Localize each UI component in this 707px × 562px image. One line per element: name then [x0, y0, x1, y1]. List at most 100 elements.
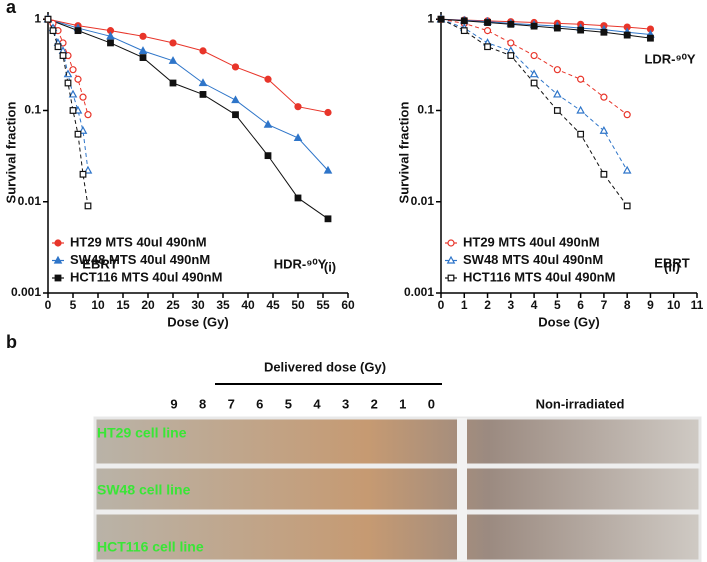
marker	[530, 51, 538, 60]
marker	[54, 43, 62, 51]
annotation: LDR-⁹⁰Y	[644, 51, 695, 66]
marker	[79, 93, 87, 101]
x-tick-label: 0	[45, 298, 52, 312]
marker	[447, 239, 455, 247]
marker	[139, 54, 147, 61]
cell-line-label: HCT116 cell line	[97, 539, 204, 555]
marker	[599, 125, 609, 134]
marker	[553, 107, 561, 114]
panel-label: b	[6, 332, 17, 352]
marker	[138, 46, 148, 54]
fit-line	[440, 18, 628, 207]
marker	[84, 111, 92, 119]
x-tick-label: 8	[624, 298, 631, 312]
legend-label: SW48 MTS 40ul 490nM	[70, 252, 210, 267]
control-label: Non-irradiated	[536, 396, 625, 411]
cell-line-label: HT29 cell line	[97, 425, 187, 441]
x-tick-label: 30	[191, 298, 205, 312]
marker	[622, 165, 632, 174]
marker	[460, 17, 468, 25]
marker	[623, 111, 631, 119]
marker	[530, 22, 538, 30]
legend-label: SW48 MTS 40ul 490nM	[463, 252, 603, 267]
marker	[84, 202, 92, 210]
marker	[74, 27, 82, 35]
marker	[169, 79, 177, 87]
x-tick-label: 10	[667, 298, 681, 312]
marker	[484, 19, 491, 26]
legend-label: HT29 MTS 40ul 490nM	[463, 234, 600, 249]
marker	[294, 103, 302, 111]
panel-tag: (ii)	[664, 259, 680, 274]
marker	[139, 32, 147, 40]
marker	[54, 239, 62, 247]
x-tick-label: 45	[266, 298, 280, 312]
y-tick-label: 0.01	[411, 194, 435, 208]
dose-label: 4	[313, 396, 321, 411]
marker	[600, 170, 608, 178]
marker	[553, 89, 562, 98]
annotation: EBRT	[654, 255, 689, 270]
photo-text: 9 8 7 6 5 4 3 2 1 0 HT29 cell line SW48 cell line HC…	[97, 396, 435, 554]
y-tick-label: 1	[34, 11, 41, 25]
dose-label: 6	[256, 396, 263, 411]
marker	[169, 39, 177, 47]
marker	[74, 75, 82, 83]
marker	[69, 66, 77, 74]
marker	[600, 93, 608, 101]
marker	[231, 63, 240, 71]
y-tick-label: 0.001	[404, 285, 434, 299]
marker	[323, 165, 333, 174]
marker	[199, 91, 207, 98]
x-tick-label: 25	[166, 298, 180, 312]
dose-label: 5	[285, 396, 292, 411]
marker	[576, 105, 585, 114]
dose-title: Delivered dose (Gy)	[264, 359, 386, 374]
x-tick-label: 7	[601, 298, 608, 312]
marker	[49, 27, 57, 35]
marker	[577, 75, 585, 83]
dose-label: 0	[428, 396, 435, 411]
x-tick-label: 55	[316, 298, 330, 312]
marker	[507, 39, 515, 47]
legend-label: HCT116 MTS 40ul 490nM	[463, 269, 615, 284]
marker	[600, 28, 608, 36]
annotation: EBRT	[82, 256, 117, 271]
marker	[263, 119, 273, 128]
x-tick-label: 40	[241, 298, 255, 312]
marker	[294, 194, 302, 202]
dose-label: 3	[342, 396, 349, 411]
x-tick-label: 15	[116, 298, 130, 312]
panel-tag: (i)	[324, 259, 336, 274]
dose-label: 7	[228, 396, 235, 411]
marker	[507, 20, 515, 28]
marker	[199, 47, 207, 55]
fit-line	[440, 18, 651, 30]
photo-frame	[93, 416, 702, 562]
x-tick-label: 20	[141, 298, 155, 312]
legend-label: HCT116 MTS 40ul 490nM	[70, 269, 222, 284]
x-axis-label: Dose (Gy)	[167, 314, 228, 329]
dose-label: 1	[399, 396, 406, 411]
marker	[168, 56, 178, 64]
fit-line	[47, 18, 329, 114]
y-tick-label: 0.1	[417, 103, 434, 117]
cell-line-label: SW48 cell line	[97, 482, 191, 498]
marker	[623, 202, 631, 210]
fit-line	[440, 18, 651, 39]
y-axis-label: Survival fraction	[396, 102, 411, 204]
marker	[54, 274, 62, 282]
dose-label: 9	[170, 396, 177, 411]
marker	[553, 24, 561, 32]
marker	[293, 133, 303, 142]
marker	[68, 89, 78, 98]
marker	[106, 31, 115, 40]
x-tick-label: 50	[291, 298, 305, 312]
panel-label: a	[6, 0, 17, 17]
x-tick-label: 5	[554, 298, 561, 312]
y-tick-label: 0.1	[24, 103, 41, 117]
marker	[529, 69, 539, 78]
marker	[74, 130, 82, 138]
